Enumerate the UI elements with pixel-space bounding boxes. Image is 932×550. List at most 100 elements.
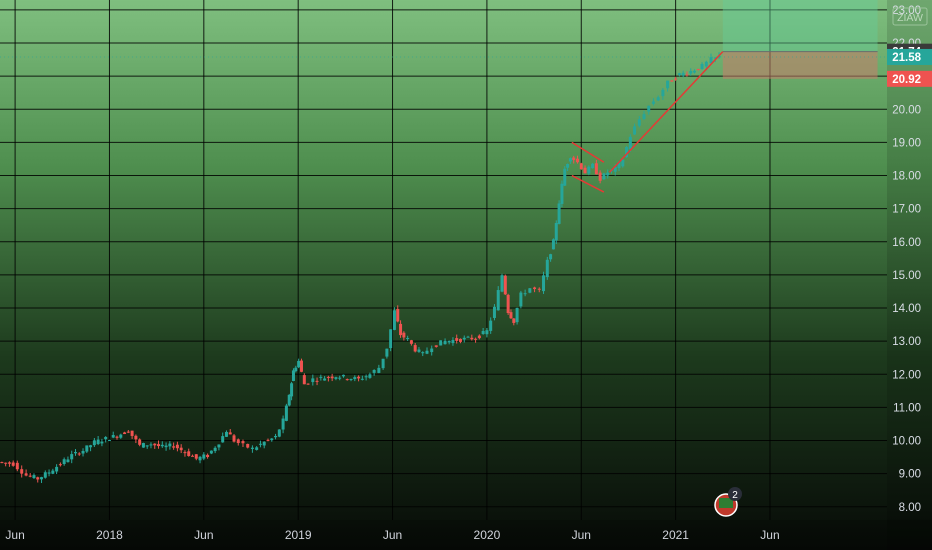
- candle-body: [11, 462, 15, 466]
- candle-body: [443, 340, 447, 345]
- candle-body: [311, 378, 315, 383]
- candle-body: [466, 336, 470, 338]
- candle-body: [364, 376, 368, 378]
- candle-body: [266, 439, 270, 441]
- candle-body: [334, 377, 338, 379]
- candle-body: [345, 379, 349, 381]
- x-axis[interactable]: Jun 2018 Jun 2019 Jun 2020 Jun 2021 Jun: [0, 520, 932, 550]
- candle-body: [613, 166, 617, 172]
- candle-body: [503, 275, 507, 295]
- x-tick-label: 2019: [285, 528, 312, 542]
- candle-body: [557, 203, 561, 224]
- candle-body: [598, 172, 602, 181]
- candle-body: [179, 447, 183, 451]
- candle-body: [160, 444, 164, 447]
- y-axis[interactable]: 8.00 9.00 10.00 11.00 12.00 13.00 14.00 15.00 16…: [887, 0, 932, 550]
- candle-body: [284, 405, 288, 421]
- candle-body: [481, 331, 485, 334]
- candle-body: [700, 63, 704, 70]
- candle-body: [255, 447, 259, 450]
- candle-body: [323, 378, 327, 381]
- candle-body: [89, 445, 93, 448]
- candle-body: [141, 443, 145, 448]
- candle-body: [281, 418, 285, 430]
- y-tick-label: 19.00: [892, 137, 921, 149]
- candle-body: [85, 445, 89, 452]
- candle-body: [55, 466, 59, 472]
- position-zones: [0, 0, 887, 79]
- candle-body: [330, 376, 334, 379]
- candle-body: [677, 73, 681, 76]
- candle-body: [430, 348, 434, 353]
- candle-body: [277, 429, 281, 437]
- price-tag-label: 21.58: [892, 52, 921, 64]
- candle-body: [209, 450, 213, 454]
- candle-body: [587, 166, 591, 174]
- candle-body: [123, 432, 127, 435]
- candle-body: [545, 259, 549, 278]
- candle-body: [213, 447, 217, 452]
- candle-body: [617, 161, 621, 169]
- y-tick-label: 9.00: [899, 469, 921, 481]
- candle-body: [421, 352, 425, 354]
- candle-body: [500, 275, 504, 292]
- candle-body: [206, 454, 210, 458]
- candle-body: [519, 292, 523, 307]
- candle-body: [341, 374, 345, 377]
- candle-body: [236, 439, 240, 444]
- candle-body: [549, 254, 553, 260]
- candle-body: [606, 172, 610, 176]
- y-tick-label: 10.00: [892, 436, 921, 448]
- candle-body: [496, 290, 500, 311]
- candle-body: [512, 318, 516, 323]
- candle-body: [542, 275, 546, 292]
- candle-body: [381, 358, 385, 369]
- candle-body: [175, 444, 179, 449]
- candle-body: [172, 446, 176, 448]
- candle-body: [377, 367, 381, 373]
- candle-body: [270, 438, 274, 441]
- candle-body: [62, 459, 66, 464]
- candle-body: [551, 239, 555, 250]
- candle-body: [217, 444, 221, 448]
- candle-body: [474, 338, 478, 340]
- candle-body: [489, 320, 493, 331]
- candle-body: [647, 105, 651, 112]
- candle-body: [100, 441, 104, 444]
- candle-body: [413, 345, 417, 352]
- candle-body: [447, 340, 451, 343]
- candle-body: [306, 383, 310, 385]
- candle-body: [287, 394, 291, 406]
- candle-body: [368, 374, 372, 378]
- candle-body: [198, 456, 202, 461]
- candle-body: [104, 437, 108, 440]
- candle-body: [7, 462, 11, 464]
- candle-body: [406, 338, 410, 340]
- candle-body: [138, 439, 142, 445]
- candle-body: [628, 136, 632, 150]
- candle-body: [96, 439, 100, 445]
- y-tick-label: 8.00: [899, 502, 921, 514]
- event-badge[interactable]: 2: [714, 487, 742, 517]
- candle-body: [357, 376, 361, 379]
- candle-body: [492, 306, 496, 318]
- y-tick-label: 16.00: [892, 237, 921, 249]
- candle-body: [575, 158, 579, 163]
- candle-body: [47, 472, 51, 474]
- candle-body: [250, 447, 254, 449]
- candle-body: [451, 340, 455, 344]
- candles: [0, 52, 721, 484]
- x-axis-panel: [0, 520, 932, 550]
- candle-body: [560, 183, 564, 204]
- candle-body: [689, 70, 693, 74]
- candle-body: [372, 369, 376, 373]
- candle-body: [58, 464, 62, 466]
- candle-body: [157, 444, 161, 447]
- y-tick-label: 18.00: [892, 171, 921, 183]
- y-tick-label: 11.00: [893, 402, 921, 414]
- candle-body: [290, 383, 294, 397]
- candle-body: [187, 451, 191, 457]
- candle-body: [674, 78, 678, 80]
